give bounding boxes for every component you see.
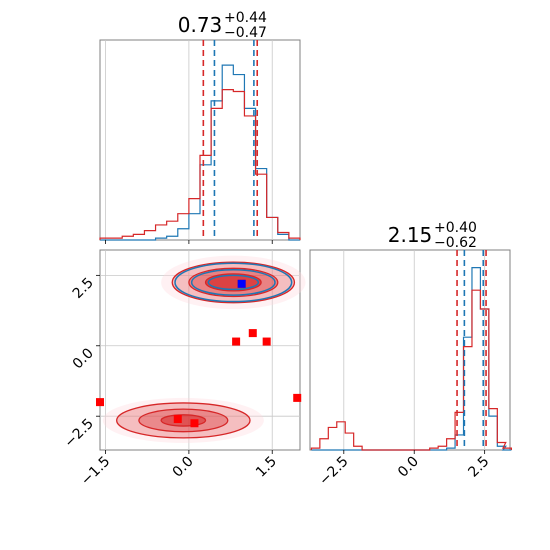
marker-blue xyxy=(237,279,246,288)
marker-red-1 xyxy=(232,337,241,346)
tick-label-scatter-x-0: −1.5 xyxy=(78,454,113,489)
tick-label-scatter-x-2: 1.5 xyxy=(253,454,280,481)
contour-upper-blue-0 xyxy=(174,262,293,303)
tick-label-hist2-x-1: 0.0 xyxy=(395,454,422,481)
tick-label-scatter-y-0: −2.5 xyxy=(61,416,96,451)
marker-red-3 xyxy=(262,337,271,346)
marker-red-2 xyxy=(248,329,257,338)
contour-lower-red-2 xyxy=(160,414,207,427)
title-param1-plus: +0.44 xyxy=(224,10,267,26)
hist2-series-red xyxy=(310,289,513,451)
title-param2: 2.15 xyxy=(388,223,433,247)
hist1-series-blue xyxy=(100,64,300,241)
hist2-series-blue xyxy=(311,267,512,451)
marker-red-5 xyxy=(173,415,182,424)
marker-red-0 xyxy=(96,398,104,407)
contour-upper-blue-1 xyxy=(190,268,276,296)
title-param1-minus: −0.47 xyxy=(224,25,267,41)
title-param2-minus: −0.62 xyxy=(434,235,477,251)
panel-hist-param1 xyxy=(99,39,301,241)
tick-label-hist2-x-2: 2.5 xyxy=(465,454,492,481)
tick-label-hist2-x-0: −2.5 xyxy=(316,454,351,489)
marker-red-4 xyxy=(293,393,302,402)
contour-upper-red-2 xyxy=(204,273,262,292)
tick-label-scatter-y-2: 2.5 xyxy=(70,275,97,302)
tick-label-scatter-y-1: 0.0 xyxy=(70,345,97,372)
tick-label-scatter-x-1: 0.0 xyxy=(170,454,197,481)
panel-scatter xyxy=(99,249,301,451)
title-param1: 0.73 xyxy=(178,13,223,37)
marker-red-6 xyxy=(190,419,199,428)
hist1-series-red xyxy=(99,89,301,240)
title-param2-plus: +0.40 xyxy=(434,220,477,236)
contour-upper-blue-2 xyxy=(207,274,260,291)
